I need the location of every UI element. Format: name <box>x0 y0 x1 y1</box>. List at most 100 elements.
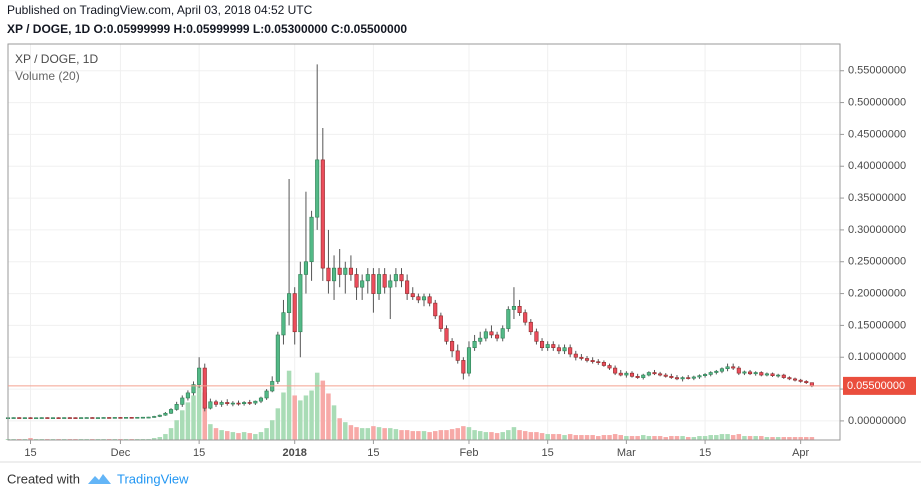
volume-bar <box>781 437 787 440</box>
x-tick-label: Feb <box>459 447 478 459</box>
volume-bar <box>236 433 241 440</box>
volume-bar <box>702 436 708 440</box>
volume-bar <box>809 437 815 440</box>
candle-body <box>292 293 297 333</box>
volume-bar <box>624 436 629 440</box>
volume-bar <box>635 436 640 440</box>
volume-bar <box>388 428 393 440</box>
volume-bar <box>804 437 809 440</box>
candle-body <box>590 360 595 362</box>
candle-body <box>348 267 353 275</box>
candle-body <box>382 274 387 288</box>
volume-bar <box>663 437 668 440</box>
candle-body <box>652 372 657 375</box>
candle-body <box>62 417 67 419</box>
candle-body <box>731 366 736 369</box>
volume-bar <box>652 436 657 440</box>
volume-bar <box>393 429 399 440</box>
candle-body <box>405 280 410 294</box>
volume-bar <box>511 427 517 440</box>
volume-bar <box>759 436 764 440</box>
volume-bar <box>427 432 432 440</box>
volume-bar <box>753 436 758 440</box>
candle-body <box>124 417 129 419</box>
volume-bar <box>539 433 545 440</box>
candle-body <box>28 417 33 419</box>
candle-body <box>376 274 382 294</box>
candle-body <box>528 321 533 333</box>
volume-bar <box>629 436 635 440</box>
candle-body <box>618 372 623 376</box>
volume-bar <box>612 434 618 440</box>
volume-bar <box>314 372 320 440</box>
volume-bar <box>551 434 556 440</box>
candle-body <box>478 337 483 342</box>
volume-bar <box>247 433 252 440</box>
candle-body <box>39 417 44 419</box>
candle-body <box>556 347 561 352</box>
candle-body <box>489 331 494 336</box>
candle-body <box>202 367 207 409</box>
candle-body <box>663 374 668 377</box>
volume-bar <box>196 385 202 440</box>
y-tick-label: 0.25000000 <box>848 256 906 268</box>
candle-body <box>309 216 314 263</box>
volume-bar <box>590 435 595 440</box>
volume-bar <box>596 436 601 440</box>
volume-bar <box>416 431 421 440</box>
candle-body <box>646 372 651 376</box>
candle-body <box>450 341 455 352</box>
candle-body <box>399 274 404 282</box>
candle-body <box>466 347 472 374</box>
x-tick-label: 15 <box>367 447 379 459</box>
volume-bar <box>669 436 674 440</box>
y-tick-label: 0.55000000 <box>848 65 906 77</box>
candle-body <box>332 267 337 282</box>
volume-bar <box>258 432 264 440</box>
y-tick-label: 0.10000000 <box>848 351 906 363</box>
candle-body <box>511 306 516 310</box>
candle-body <box>107 417 112 419</box>
candle-body <box>438 315 443 329</box>
volume-bar <box>269 420 275 440</box>
volume-bar <box>28 438 33 440</box>
volume-bar <box>449 429 455 440</box>
volume-bar <box>444 430 449 440</box>
plot <box>5 44 840 440</box>
candle-body <box>163 412 168 416</box>
volume-bar <box>365 428 371 440</box>
volume-bar <box>320 380 326 440</box>
x-tick-label: 2018 <box>282 447 306 459</box>
volume-bar <box>376 427 382 440</box>
volume-bar <box>601 435 607 440</box>
candle-body <box>748 371 753 375</box>
brand-logo <box>88 474 111 484</box>
volume-bar <box>410 431 416 440</box>
candle-body <box>613 367 618 374</box>
candle-body <box>174 404 179 410</box>
candle-body <box>191 384 196 394</box>
x-tick-label: Dec <box>111 447 131 459</box>
volume-bar <box>489 432 494 440</box>
volume-bar <box>151 438 157 440</box>
y-tick-label: 0.20000000 <box>848 287 906 299</box>
volume-bar <box>697 436 702 440</box>
candle-body <box>365 274 370 282</box>
candle-body <box>393 274 398 282</box>
volume-bar <box>191 395 196 440</box>
symbol-label: XP / DOGE, 1D <box>15 52 98 66</box>
volume-bar <box>680 436 685 440</box>
candle-body <box>455 350 460 361</box>
candle-body <box>500 328 505 339</box>
volume-bar <box>309 390 314 440</box>
candle-body <box>416 296 421 301</box>
brand[interactable]: TradingView <box>117 471 189 486</box>
x-tick-label: 15 <box>193 447 205 459</box>
x-tick-label: Mar <box>617 447 636 459</box>
header: Published on TradingView.com, April 03, … <box>7 3 313 17</box>
volume-bar <box>466 427 472 440</box>
volume-bar <box>253 434 258 440</box>
y-tick-label: 0.15000000 <box>848 319 906 331</box>
candle-body <box>798 379 803 382</box>
